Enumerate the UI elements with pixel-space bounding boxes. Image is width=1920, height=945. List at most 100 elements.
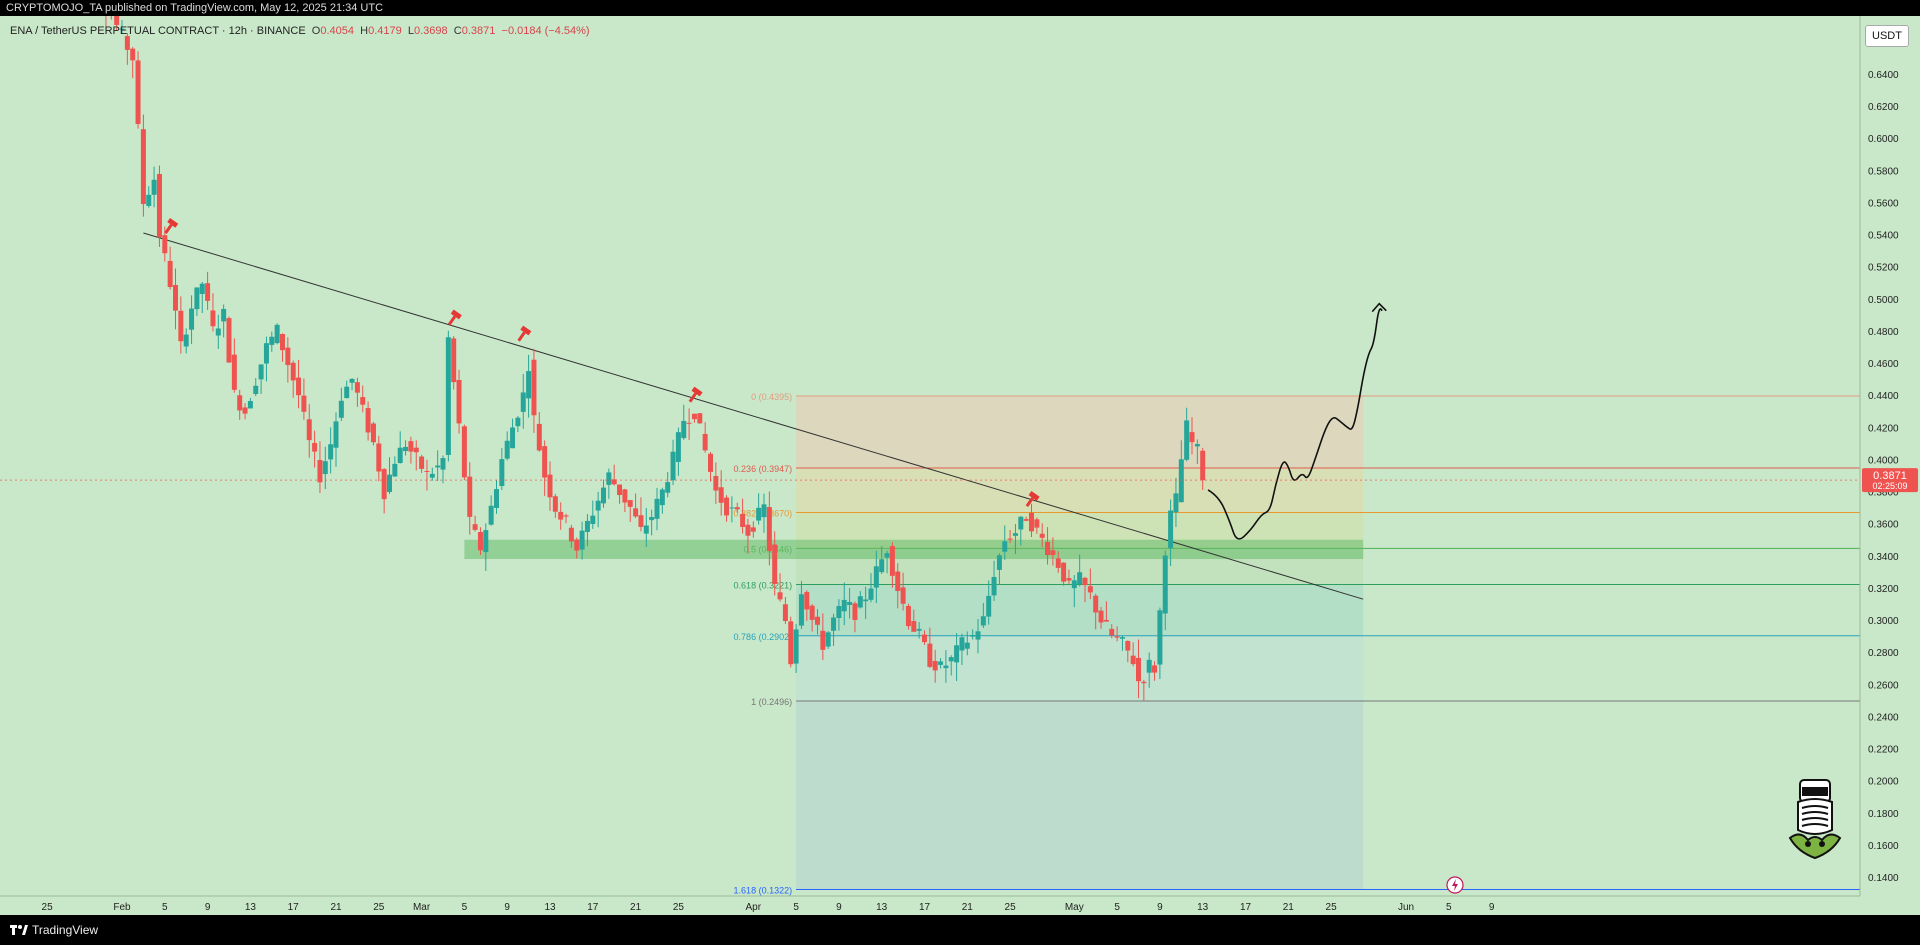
candle-body xyxy=(280,333,285,351)
candle-body xyxy=(879,559,885,573)
y-tick-label: 0.1600 xyxy=(1868,841,1899,852)
candle-body xyxy=(595,500,601,511)
candle-body xyxy=(156,173,162,238)
x-tick-label: 13 xyxy=(876,902,888,913)
candle-body xyxy=(1055,558,1061,568)
x-tick-label: 13 xyxy=(544,902,556,913)
y-tick-label: 0.2600 xyxy=(1868,680,1899,691)
candle-body xyxy=(253,385,259,395)
candle-body xyxy=(461,426,467,478)
candle-body xyxy=(130,48,136,61)
projection-path xyxy=(1207,308,1383,540)
candle-body xyxy=(467,476,473,517)
candle-body xyxy=(1152,665,1158,673)
candle-body xyxy=(472,524,478,530)
candle-body xyxy=(435,465,441,468)
candle-body xyxy=(317,460,323,483)
candle-body xyxy=(841,599,847,612)
candle-body xyxy=(1012,533,1018,536)
x-tick-label: 5 xyxy=(162,902,168,913)
y-tick-label: 0.6400 xyxy=(1868,70,1899,81)
x-tick-label: 25 xyxy=(1326,902,1338,913)
candle-body xyxy=(884,553,890,558)
candle-body xyxy=(1098,610,1104,623)
candle-body xyxy=(140,129,146,205)
candle-body xyxy=(691,413,697,420)
y-tick-label: 0.2800 xyxy=(1868,648,1899,659)
x-tick-label: 21 xyxy=(330,902,342,913)
candle-body xyxy=(520,392,526,412)
x-tick-label: 9 xyxy=(504,902,510,913)
price-axis-background xyxy=(1860,16,1920,896)
price-chart[interactable]: 0 (0.4395)0.236 (0.3947)0.382 (0.3670)0.… xyxy=(0,16,1920,915)
candle-body xyxy=(809,605,815,620)
currency-unit-button[interactable]: USDT xyxy=(1865,25,1909,47)
x-tick-label: 13 xyxy=(245,902,257,913)
candle-body xyxy=(247,401,253,409)
y-tick-label: 0.3800 xyxy=(1868,488,1899,499)
candle-body xyxy=(815,616,820,625)
candle-body xyxy=(970,634,976,637)
candle-body xyxy=(601,487,606,504)
fib-zone xyxy=(796,701,1364,890)
candle-body xyxy=(413,447,419,453)
candle-body xyxy=(563,515,569,517)
current-price-tag-bg xyxy=(1862,468,1918,493)
hammer-handle xyxy=(1025,497,1034,508)
candle-body xyxy=(194,287,200,310)
candle-body xyxy=(515,417,521,427)
candle-body xyxy=(258,364,264,380)
candle-body xyxy=(488,505,494,525)
close-label: C xyxy=(453,25,462,37)
candle-body xyxy=(370,423,376,443)
y-tick-label: 0.6000 xyxy=(1868,134,1899,145)
flash-icon[interactable] xyxy=(1446,876,1464,894)
candle-body xyxy=(1029,512,1034,532)
y-tick-label: 0.3400 xyxy=(1868,552,1899,563)
y-tick-label: 0.2200 xyxy=(1868,745,1899,756)
candle-body xyxy=(852,603,858,620)
candle-body xyxy=(1114,636,1120,638)
candle-body xyxy=(638,515,644,527)
candle-body xyxy=(226,318,232,363)
candle-body xyxy=(584,520,590,532)
candle-body xyxy=(1082,577,1088,586)
fib-zone xyxy=(796,467,1364,513)
candle-body xyxy=(536,423,542,451)
candle-body xyxy=(1087,586,1093,593)
candle-body xyxy=(338,400,344,418)
candle-body xyxy=(697,413,703,424)
time-axis: 25 Feb 5 9 13 17 21 25 Mar 5 9 13 17 21 25 Apr 5 9 13 17 21 2… xyxy=(42,902,1495,913)
candle-body xyxy=(975,631,981,640)
fib-zone xyxy=(796,635,1364,701)
candle-body xyxy=(381,469,387,500)
open-label: O xyxy=(311,25,321,37)
candle-body xyxy=(504,440,510,459)
x-tick-label: 21 xyxy=(1283,902,1295,913)
candle-body xyxy=(708,453,713,472)
candle-body xyxy=(483,530,489,553)
candle-body xyxy=(1141,681,1147,684)
candle-body xyxy=(392,463,398,477)
x-tick-label: Jun xyxy=(1398,902,1414,913)
candle-body xyxy=(296,377,302,396)
candle-body xyxy=(1061,562,1067,582)
fib-zone xyxy=(796,584,1364,636)
candle-body xyxy=(1157,610,1163,665)
candle-body xyxy=(729,507,735,509)
x-tick-label: Feb xyxy=(113,902,131,913)
y-tick-label: 0.2000 xyxy=(1868,777,1899,788)
candle-body xyxy=(445,337,451,455)
candle-body xyxy=(873,566,879,588)
candle-body xyxy=(494,489,499,508)
tradingview-logo-icon xyxy=(10,925,28,935)
candle-body xyxy=(328,444,334,460)
candle-body xyxy=(633,508,639,517)
candle-body xyxy=(863,599,869,602)
candle-body xyxy=(215,328,221,336)
hammer-head xyxy=(167,217,179,228)
y-tick-label: 0.3600 xyxy=(1868,520,1899,531)
close-value: 0.3871 xyxy=(461,25,496,37)
candle-body xyxy=(1093,595,1099,613)
